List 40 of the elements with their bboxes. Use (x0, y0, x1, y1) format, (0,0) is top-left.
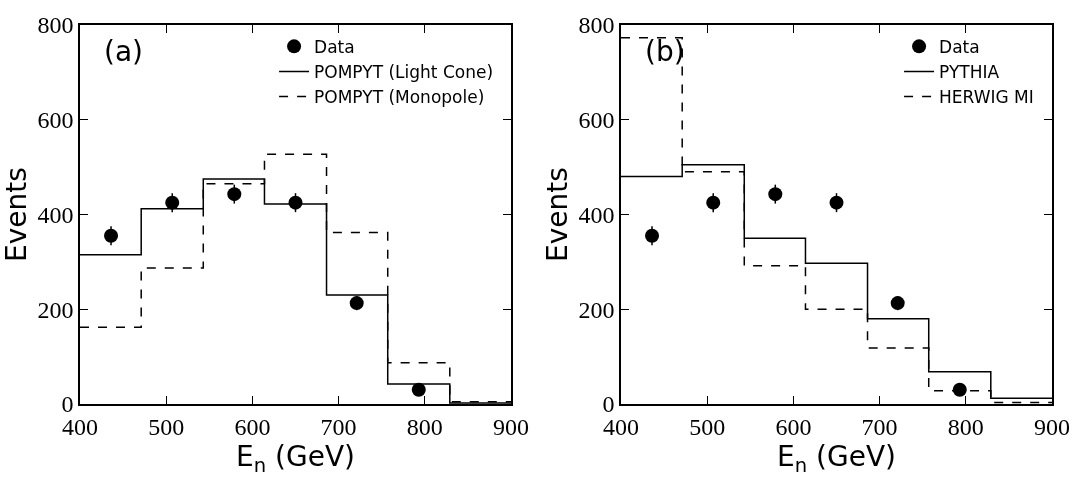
x-axis-title: E$_{n}$ (GeV) (777, 440, 896, 478)
y-tick-label: 600 (37, 107, 74, 134)
y-tick-label: 200 (578, 296, 615, 323)
point (768, 187, 783, 202)
point (706, 195, 721, 210)
legend-label: POMPYT (Light Cone) (314, 62, 494, 83)
y-axis-title: Events (541, 167, 574, 262)
legend-label: POMPYT (Monopole) (314, 87, 485, 108)
point (288, 195, 303, 210)
x-tick-label: 800 (947, 413, 984, 440)
point (227, 187, 242, 202)
y-tick-label: 400 (37, 201, 74, 228)
x-tick-label: 600 (234, 413, 271, 440)
x-tick-label: 900 (1034, 413, 1070, 440)
y-tick-label: 800 (578, 12, 615, 39)
point (411, 382, 426, 397)
y-tick-label: 200 (37, 296, 74, 323)
x-tick-label: 500 (148, 413, 185, 440)
y-tick-label: 600 (578, 107, 615, 134)
legend-label: PYTHIA (939, 62, 1000, 83)
x-tick-label: 800 (406, 413, 443, 440)
x-tick-label: 700 (861, 413, 898, 440)
legend-label: Data (939, 36, 980, 57)
x-tick-label: 900 (493, 413, 529, 440)
y-axis-title: Events (0, 167, 33, 262)
y-tick-label: 400 (578, 201, 615, 228)
x-tick-label: 700 (320, 413, 357, 440)
legend-label: Data (314, 36, 355, 57)
annotation: (a) (104, 35, 144, 68)
x-tick-label: 500 (689, 413, 726, 440)
y-tick-label: 800 (37, 12, 74, 39)
point (829, 195, 844, 210)
x-axis-title: E$_{n}$ (GeV) (236, 440, 355, 478)
annotation: (b) (645, 35, 685, 68)
point (165, 195, 180, 210)
point (104, 228, 119, 243)
x-tick-label: 600 (775, 413, 812, 440)
legend-label: HERWIG MI (939, 87, 1034, 108)
point (645, 228, 660, 243)
point (952, 382, 967, 397)
